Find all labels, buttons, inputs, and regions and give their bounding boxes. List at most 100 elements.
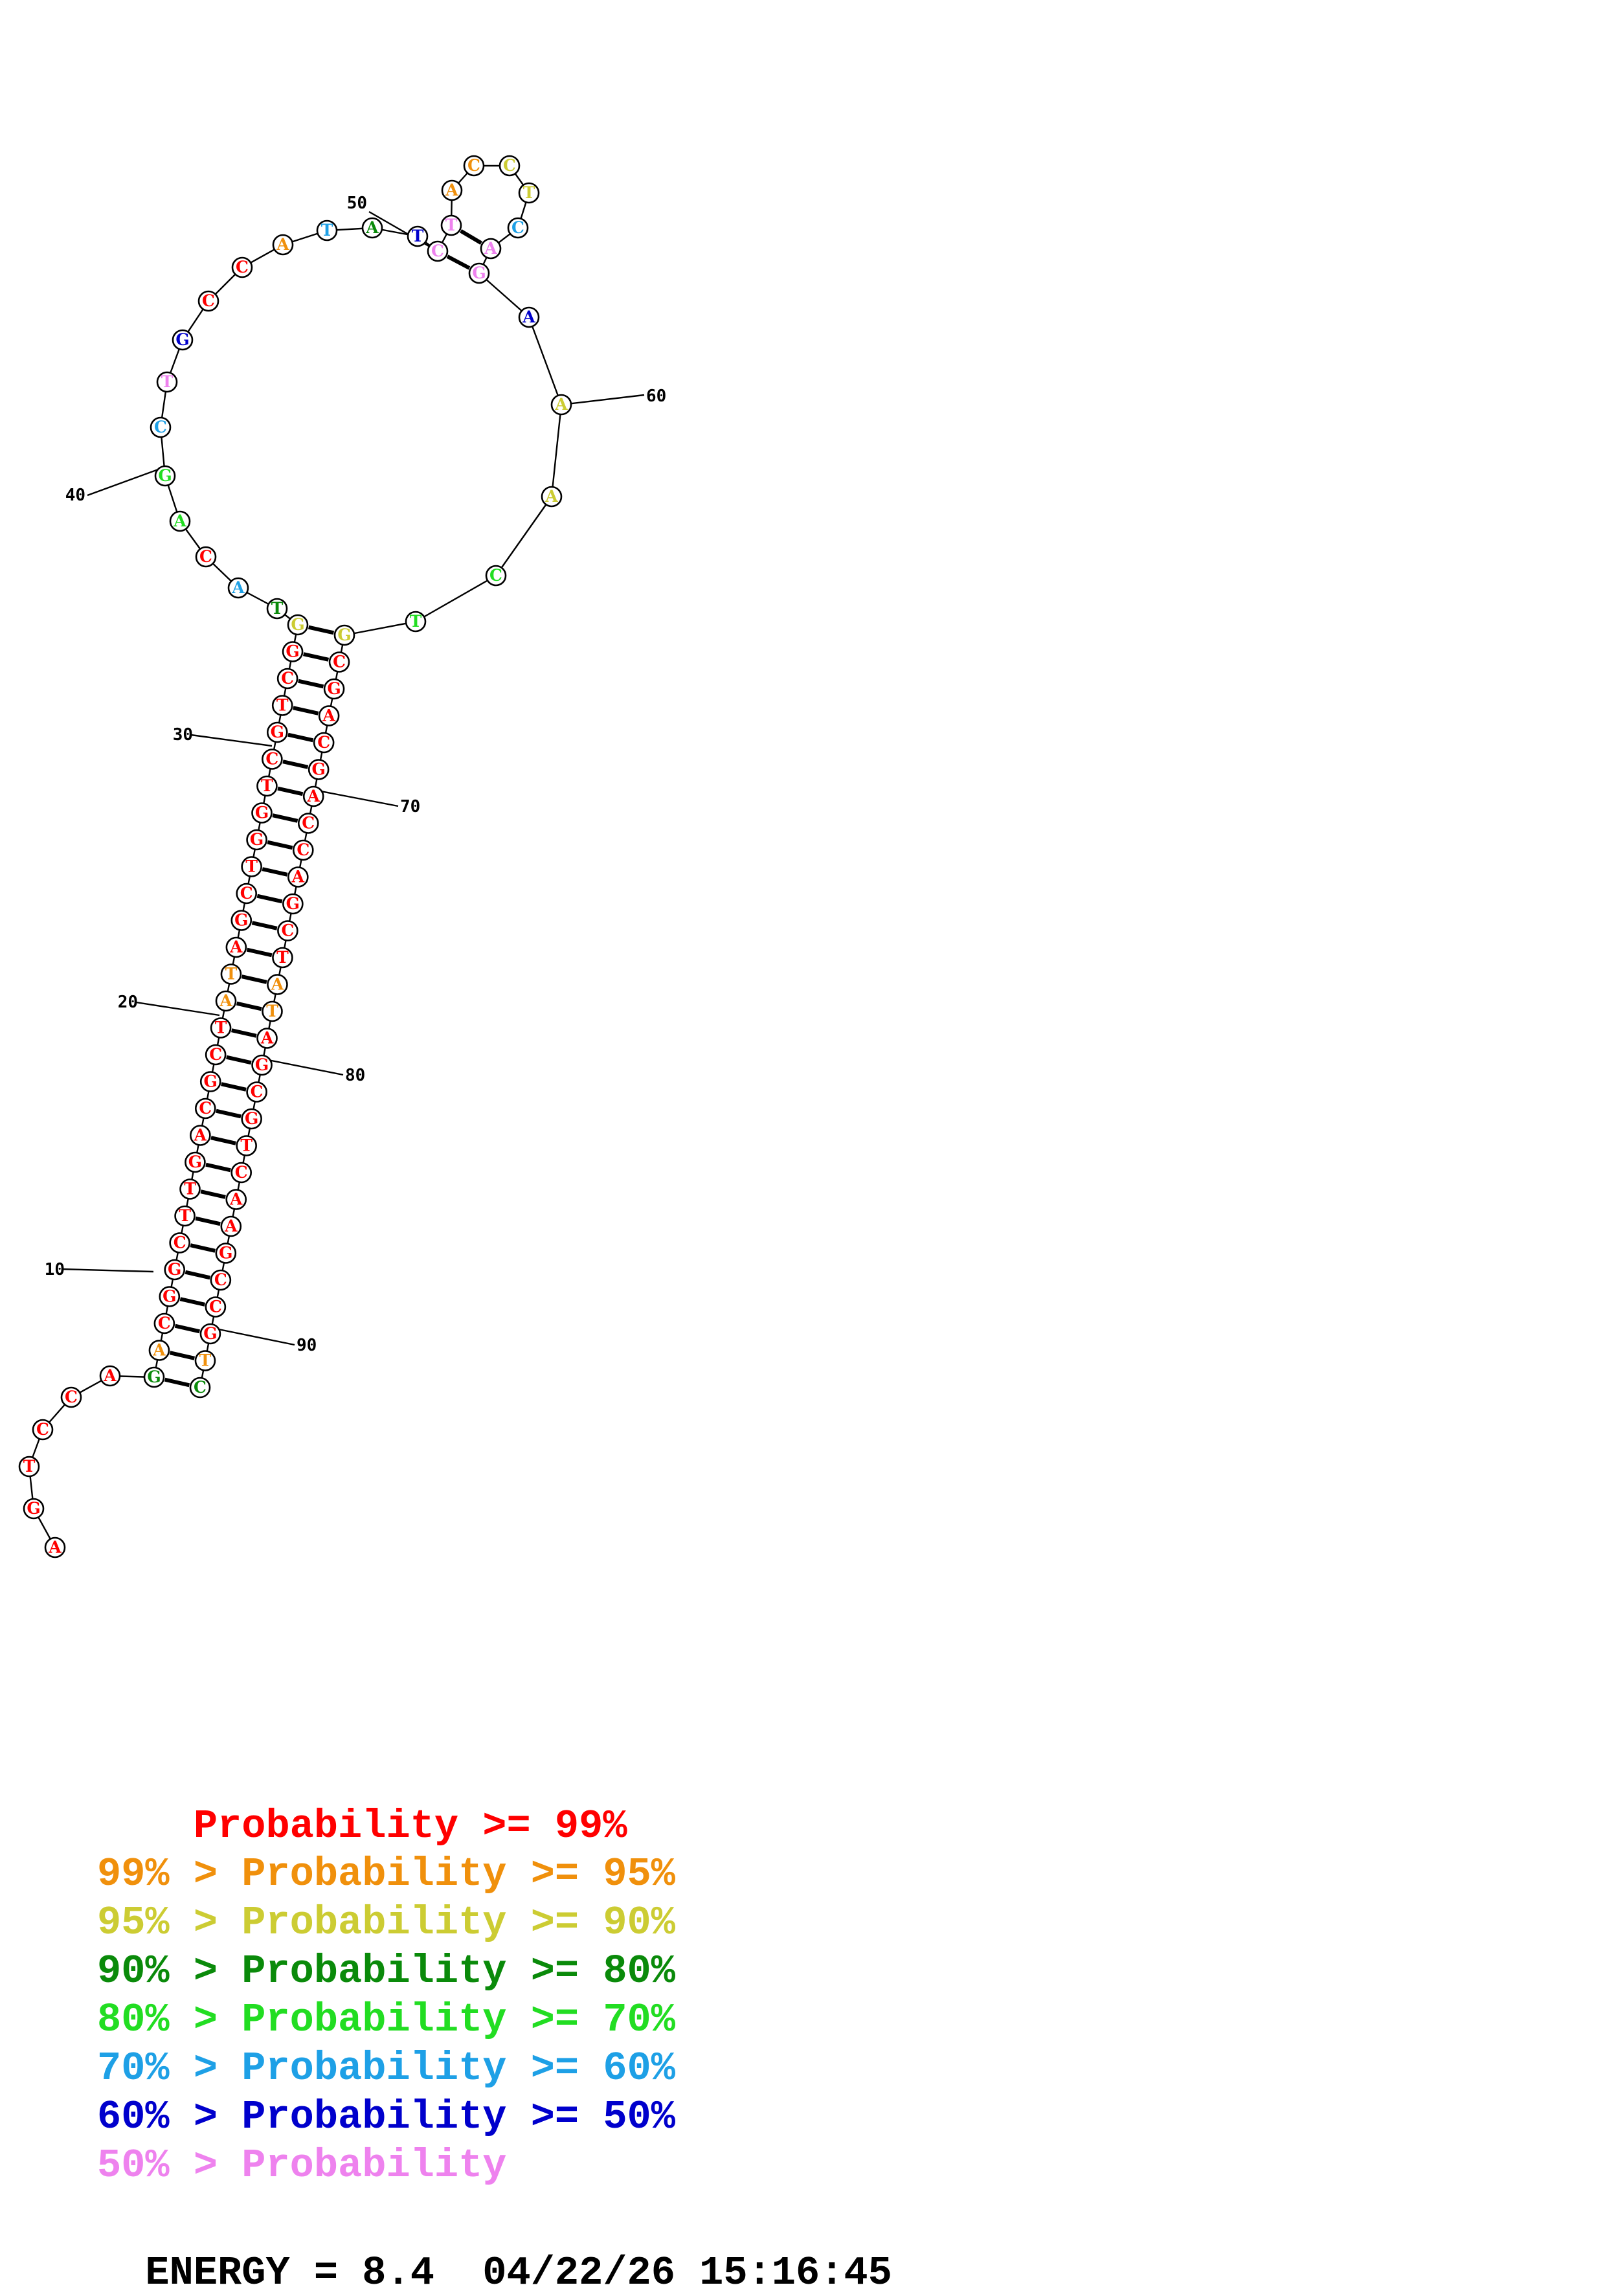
nucleotide-40: G	[154, 465, 176, 487]
nucleotide-letter: A	[229, 938, 243, 956]
backbone-segment	[550, 404, 563, 497]
base-pair-bond	[267, 840, 293, 850]
nucleotide-circle	[405, 611, 427, 633]
base-pair-bond	[277, 786, 304, 796]
nucleotide-circle	[153, 1312, 175, 1334]
nucleotide-46: A	[272, 234, 294, 256]
nucleotide-circle	[172, 329, 194, 351]
nucleotide-35: G	[287, 614, 309, 636]
base-pair-bond	[226, 1055, 252, 1065]
nucleotide-letter: C	[36, 1420, 49, 1439]
nucleotide-letter: G	[250, 830, 264, 849]
base-pair-bond	[164, 1377, 190, 1388]
nucleotide-circle	[18, 1456, 40, 1478]
nucleotide-18: G	[199, 1071, 221, 1092]
nucleotide-letter: G	[286, 894, 300, 913]
nucleotide-letter: G	[255, 804, 269, 822]
nucleotide-circle	[148, 1340, 170, 1361]
nucleotide-letter: C	[281, 921, 294, 940]
nucleotide-letter: T	[410, 612, 422, 631]
nucleotide-letter: G	[327, 679, 341, 698]
position-tick-line-90	[208, 1326, 295, 1346]
nucleotide-circle	[179, 1178, 201, 1200]
nucleotide-letter: T	[161, 372, 174, 391]
nucleotide-57: A	[480, 238, 502, 260]
nucleotide-28: G	[251, 802, 273, 824]
nucleotide-circle	[440, 214, 462, 236]
nucleotide-66: G	[323, 678, 345, 700]
nucleotide-9: C	[153, 1312, 175, 1334]
nucleotide-letter: C	[511, 218, 524, 237]
nucleotide-letter: A	[307, 787, 320, 805]
nucleotide-letter: A	[291, 868, 305, 886]
nucleotide-letter: G	[255, 1055, 269, 1074]
nucleotide-letter: G	[158, 466, 172, 485]
nucleotide-letter: G	[245, 1109, 258, 1128]
nucleotide-circle	[231, 256, 253, 278]
nucleotide-2: G	[23, 1498, 45, 1520]
backbone-segment	[344, 620, 416, 636]
nucleotide-circle	[246, 1081, 267, 1103]
nucleotide-3: T	[18, 1456, 40, 1478]
nucleotide-69: G	[308, 759, 330, 780]
base-pair-bonds	[164, 229, 482, 1388]
nucleotide-circle	[215, 1243, 237, 1264]
nucleotide-71: C	[297, 813, 319, 834]
nucleotide-circle	[189, 1377, 211, 1399]
nucleotide-circle	[159, 1286, 181, 1307]
nucleotide-89: C	[205, 1296, 227, 1318]
nucleotide-83: T	[236, 1135, 257, 1156]
base-pair-bond	[460, 229, 482, 245]
nucleotide-60: A	[550, 394, 572, 416]
nucleotide-circle	[32, 1419, 54, 1441]
nucleotide-50: C	[427, 240, 449, 262]
energy-text: ENERGY = 8.4 04/22/26 15:16:45	[145, 2250, 892, 2296]
nucleotide-letter: C	[297, 840, 309, 859]
nucleotide-1: A	[44, 1536, 66, 1559]
nucleotide-8: A	[148, 1340, 170, 1361]
nucleotide-86: A	[220, 1215, 242, 1237]
nucleotide-circle	[156, 371, 178, 393]
nucleotide-letter: T	[261, 776, 273, 795]
position-label-20: 20	[118, 993, 138, 1012]
nucleotide-circle	[480, 238, 502, 260]
nucleotide-circle	[215, 990, 237, 1012]
energy-footer: ENERGY = 8.4 04/22/26 15:16:45	[97, 2213, 892, 2293]
nucleotide-circle	[302, 785, 324, 807]
nucleotide-17: C	[194, 1097, 216, 1120]
nucleotide-81: C	[246, 1081, 267, 1103]
nucleotide-letter: G	[163, 1287, 176, 1306]
nucleotide-56: C	[507, 217, 529, 239]
nucleotide-circle	[550, 394, 572, 416]
nucleotide-letter: A	[48, 1538, 62, 1557]
nucleotide-61: A	[541, 486, 563, 508]
position-tick-line-40	[87, 465, 168, 497]
nucleotide-51: T	[440, 214, 462, 236]
nucleotide-circle	[463, 155, 485, 177]
nucleotide-circle	[190, 1125, 211, 1146]
nucleotide-letter: C	[202, 291, 215, 310]
nucleotide-circle	[23, 1498, 45, 1520]
nucleotide-circle	[541, 486, 563, 508]
nucleotide-circle	[282, 893, 304, 915]
legend-item-6: 70% > Probability >= 60%	[97, 2045, 675, 2091]
nucleotide-circle	[407, 225, 429, 247]
nucleotide-circle	[194, 1350, 216, 1371]
nucleotide-circle	[277, 920, 298, 941]
nucleotide-43: G	[172, 329, 194, 351]
position-label-40: 40	[65, 486, 85, 505]
nucleotide-letter: T	[23, 1457, 36, 1476]
nucleotide-circle	[251, 1054, 273, 1076]
nucleotide-circle	[441, 179, 463, 201]
nucleotide-39: A	[169, 510, 191, 532]
nucleotide-circle	[282, 641, 304, 662]
legend-item-4: 90% > Probability >= 80%	[97, 1948, 675, 1994]
nucleotide-letter: G	[219, 1244, 232, 1263]
nucleotide-letter: T	[276, 948, 289, 967]
nucleotide-26: T	[241, 856, 262, 877]
nucleotide-circle	[333, 624, 355, 646]
nucleotide-44: C	[197, 290, 219, 312]
nucleotide-68: C	[313, 732, 335, 754]
position-label-50: 50	[347, 194, 367, 213]
